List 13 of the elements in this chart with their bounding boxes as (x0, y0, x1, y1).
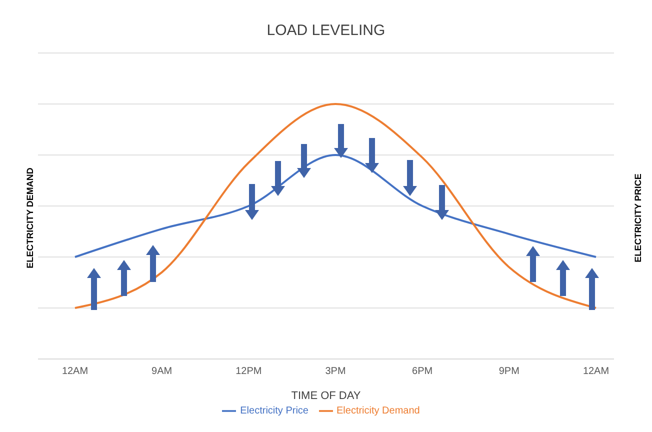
x-tick-label: 12PM (236, 366, 262, 378)
x-tick-label: 9PM (498, 366, 520, 378)
x-tick-label: 12AM (582, 366, 610, 378)
y-axis-title: ELECTRICITY DEMAND (25, 168, 35, 268)
chart-title: LOAD LEVELING (266, 22, 386, 39)
legend-label: Electricity Demand (336, 406, 420, 417)
legend-label: Electricity Price (240, 406, 308, 417)
x-tick-label: 12AM (62, 366, 88, 378)
y2-axis-title: ELECTRICITY PRICE (633, 174, 643, 262)
x-axis-title: TIME OF DAY (290, 390, 362, 402)
x-tick-label: 6PM (412, 366, 433, 378)
x-tick-label: 9AM (152, 366, 172, 378)
x-tick-label: 3PM (325, 366, 346, 378)
